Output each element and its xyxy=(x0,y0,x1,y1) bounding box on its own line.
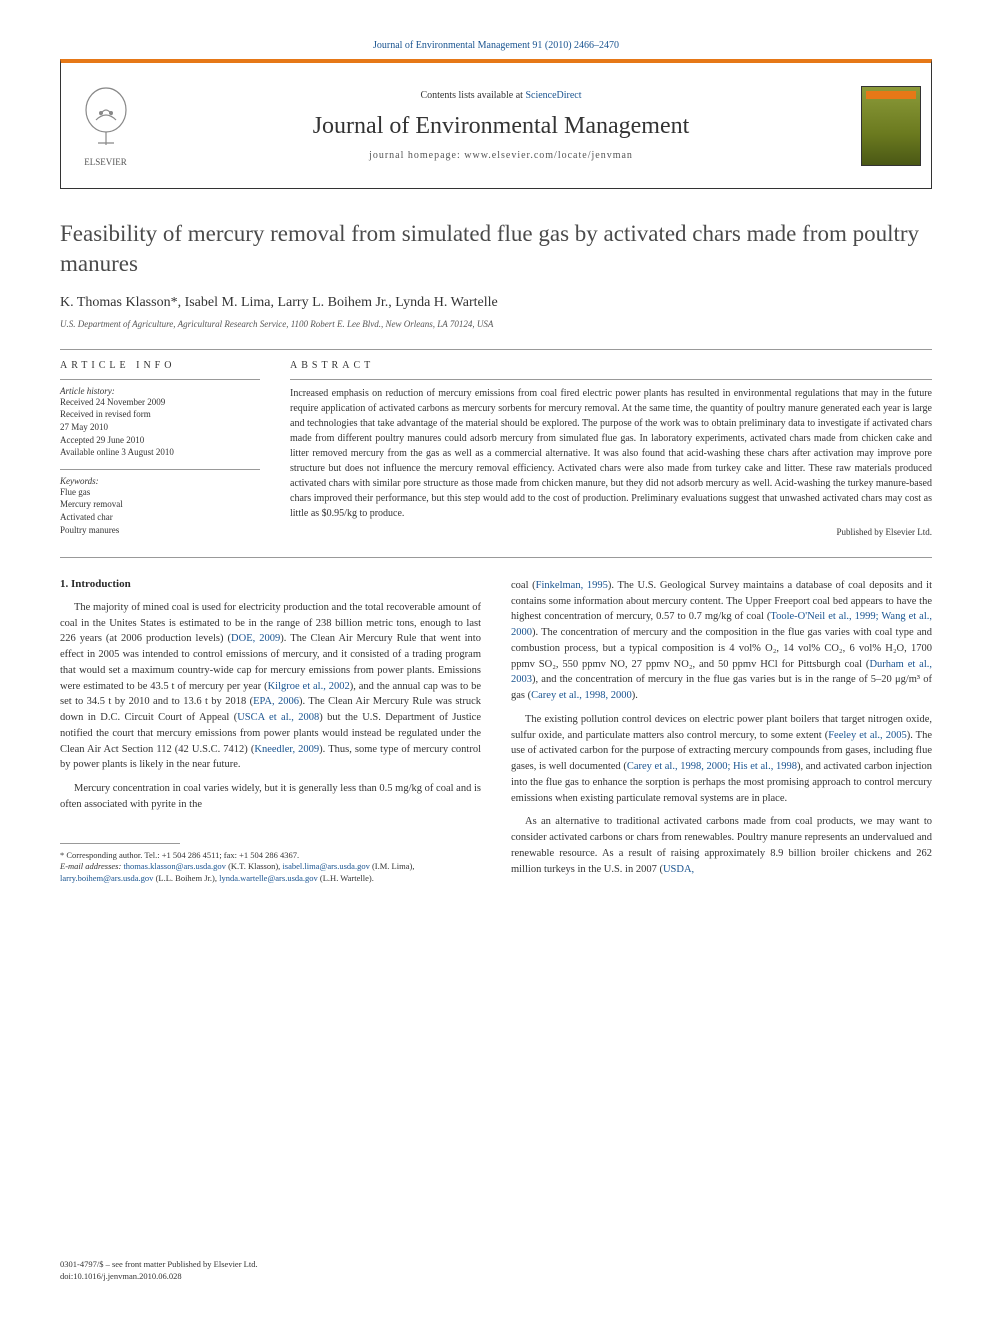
history-line: Available online 3 August 2010 xyxy=(60,446,260,459)
email-who: (L.L. Boihem Jr.), xyxy=(153,873,219,883)
email-link[interactable]: lynda.wartelle@ars.usda.gov xyxy=(219,873,318,883)
elsevier-label: ELSEVIER xyxy=(84,157,127,167)
elsevier-tree-icon xyxy=(76,85,136,155)
journal-cover-thumbnail[interactable] xyxy=(851,63,931,188)
corr-author-line: * Corresponding author. Tel.: +1 504 286… xyxy=(60,850,481,862)
citation-link[interactable]: DOE, 2009 xyxy=(231,633,280,644)
paragraph: coal (Finkelman, 1995). The U.S. Geologi… xyxy=(511,578,932,704)
email-link[interactable]: thomas.klasson@ars.usda.gov xyxy=(123,861,226,871)
paragraph: As an alternative to traditional activat… xyxy=(511,814,932,877)
keyword: Activated char xyxy=(60,511,260,524)
history-line: Received 24 November 2009 xyxy=(60,396,260,409)
email-link[interactable]: isabel.lima@ars.usda.gov xyxy=(282,861,369,871)
history-line: Received in revised form xyxy=(60,408,260,421)
emails-label: E-mail addresses: xyxy=(60,861,123,871)
corresponding-author-footnote: * Corresponding author. Tel.: +1 504 286… xyxy=(60,850,481,886)
footer-copyright-doi: 0301-4797/$ – see front matter Published… xyxy=(60,1259,258,1283)
info-rule xyxy=(60,469,260,470)
article-info-heading: ARTICLE INFO xyxy=(60,360,260,371)
section-heading-introduction: 1. Introduction xyxy=(60,578,481,590)
paragraph: The majority of mined coal is used for e… xyxy=(60,600,481,773)
body-text: The majority of mined coal is used for e… xyxy=(60,600,481,813)
contents-prefix: Contents lists available at xyxy=(420,90,525,101)
authors-line: K. Thomas Klasson*, Isabel M. Lima, Larr… xyxy=(60,295,932,311)
article-info-column: ARTICLE INFO Article history: Received 2… xyxy=(60,360,260,537)
keyword: Poultry manures xyxy=(60,524,260,537)
info-abstract-row: ARTICLE INFO Article history: Received 2… xyxy=(60,360,932,537)
keyword: Mercury removal xyxy=(60,498,260,511)
citation-link[interactable]: Finkelman, 1995 xyxy=(536,580,608,591)
publisher-line: Published by Elsevier Ltd. xyxy=(290,527,932,537)
history-line: 27 May 2010 xyxy=(60,421,260,434)
email-who: (I.M. Lima), xyxy=(370,861,415,871)
paragraph: Mercury concentration in coal varies wid… xyxy=(60,781,481,813)
citation-link[interactable]: Kilgroe et al., 2002 xyxy=(268,681,350,692)
body-columns: 1. Introduction The majority of mined co… xyxy=(60,578,932,886)
header-center: Contents lists available at ScienceDirec… xyxy=(151,63,851,188)
cover-image xyxy=(861,86,921,166)
divider xyxy=(60,557,932,558)
citation-link[interactable]: EPA, 2006 xyxy=(253,696,299,707)
sciencedirect-link[interactable]: ScienceDirect xyxy=(525,90,581,101)
doi-line: doi:10.1016/j.jenvman.2010.06.028 xyxy=(60,1271,258,1283)
text-run: ). xyxy=(632,690,638,701)
citation-link[interactable]: USCA et al., 2008 xyxy=(237,712,319,723)
abstract-heading: ABSTRACT xyxy=(290,360,932,371)
email-who: (K.T. Klasson), xyxy=(226,861,283,871)
history-line: Accepted 29 June 2010 xyxy=(60,434,260,447)
front-matter-line: 0301-4797/$ – see front matter Published… xyxy=(60,1259,258,1271)
contents-available-line: Contents lists available at ScienceDirec… xyxy=(420,90,581,101)
affiliation: U.S. Department of Agriculture, Agricult… xyxy=(60,319,932,329)
footnote-rule xyxy=(60,843,180,844)
right-column: coal (Finkelman, 1995). The U.S. Geologi… xyxy=(511,578,932,886)
citation-link[interactable]: Carey et al., 1998, 2000; His et al., 19… xyxy=(627,761,797,772)
citation-link[interactable]: Kneedler, 2009 xyxy=(254,744,319,755)
top-journal-reference[interactable]: Journal of Environmental Management 91 (… xyxy=(60,40,932,51)
citation-link[interactable]: Carey et al., 1998, 2000 xyxy=(531,690,632,701)
email-who: (L.H. Wartelle). xyxy=(318,873,374,883)
article-title: Feasibility of mercury removal from simu… xyxy=(60,219,932,279)
journal-name: Journal of Environmental Management xyxy=(313,113,690,140)
text-run: As an alternative to traditional activat… xyxy=(511,816,932,874)
keyword: Flue gas xyxy=(60,486,260,499)
citation-link[interactable]: Feeley et al., 2005 xyxy=(828,730,906,741)
history-label: Article history: xyxy=(60,386,260,396)
abstract-text: Increased emphasis on reduction of mercu… xyxy=(290,386,932,521)
body-text: coal (Finkelman, 1995). The U.S. Geologi… xyxy=(511,578,932,878)
email-link[interactable]: larry.boihem@ars.usda.gov xyxy=(60,873,153,883)
elsevier-logo[interactable]: ELSEVIER xyxy=(61,63,151,188)
email-addresses: E-mail addresses: thomas.klasson@ars.usd… xyxy=(60,861,481,885)
journal-homepage: journal homepage: www.elsevier.com/locat… xyxy=(369,150,633,161)
journal-header-box: ELSEVIER Contents lists available at Sci… xyxy=(60,59,932,189)
keywords-label: Keywords: xyxy=(60,476,260,486)
divider xyxy=(60,349,932,350)
info-rule xyxy=(60,379,260,380)
left-column: 1. Introduction The majority of mined co… xyxy=(60,578,481,886)
abstract-column: ABSTRACT Increased emphasis on reduction… xyxy=(290,360,932,537)
citation-link[interactable]: USDA, xyxy=(663,864,694,875)
text-run: coal ( xyxy=(511,580,536,591)
paragraph: The existing pollution control devices o… xyxy=(511,712,932,807)
info-rule xyxy=(290,379,932,380)
